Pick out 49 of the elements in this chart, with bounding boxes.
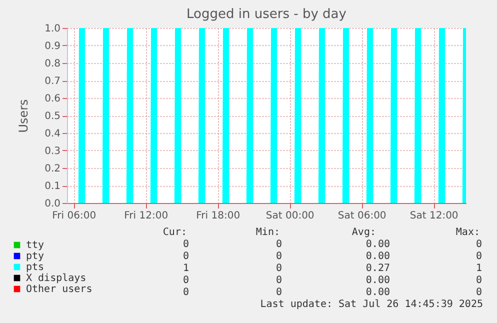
legend-label: X displays (26, 273, 86, 284)
y-tick-label: 1.0 (44, 24, 60, 34)
text: 0.00 (366, 251, 390, 262)
text: 0 (476, 239, 482, 250)
text: 0 (276, 263, 282, 274)
text: 0 (476, 251, 482, 262)
text: 0 (476, 275, 482, 286)
text: 0 (182, 275, 189, 286)
legend-label: Other users (26, 284, 92, 295)
text: 0 (182, 251, 189, 262)
y-tick-label: 0.1 (44, 181, 60, 192)
text: 0.00 (366, 287, 390, 298)
text: 0 (182, 287, 189, 298)
y-tick-label: 0.7 (44, 76, 60, 87)
legend-label: pty (26, 251, 44, 262)
x-tick-label: Fri 18:00 (196, 210, 240, 222)
text: 0 (276, 287, 282, 298)
legend-label: pts (26, 262, 44, 273)
y-tick-label: 0.9 (44, 41, 60, 52)
legend-label: tty (26, 240, 44, 251)
text: Last update: Sat Jul 26 14:45:39 2025 (260, 299, 483, 310)
y-tick-label: 0.5 (44, 111, 60, 122)
text: 0 (276, 251, 282, 262)
text: Cur: (162, 227, 187, 238)
text: Max: (456, 227, 480, 238)
text: Avg: (352, 227, 376, 238)
y-tick-label: 0.3 (44, 146, 60, 157)
text: 0 (182, 239, 189, 250)
y-axis-title: Users (16, 99, 31, 133)
y-tick-label: 0.6 (44, 94, 60, 104)
y-tick-label: 0.0 (44, 198, 60, 210)
text: 0 (476, 287, 482, 298)
text: 1 (476, 263, 482, 274)
x-tick-label: Sat 00:00 (266, 210, 314, 222)
text: 0 (276, 239, 282, 250)
y-tick-label: 0.2 (44, 164, 60, 174)
chart-title: Logged in users - by day (186, 7, 347, 22)
text: 0.00 (366, 239, 390, 250)
x-tick-label: Fri 12:00 (124, 210, 168, 222)
y-tick-label: 0.4 (44, 128, 60, 140)
x-tick-label: Fri 06:00 (52, 210, 96, 222)
text: 0.00 (366, 275, 390, 286)
y-tick-label: 0.8 (44, 58, 60, 70)
text: Min: (256, 227, 280, 238)
text: 0 (276, 275, 282, 286)
text: 1 (182, 263, 189, 274)
x-tick-label: Sat 06:00 (338, 210, 386, 222)
text: 0.27 (366, 263, 390, 274)
x-tick-label: Sat 12:00 (410, 210, 458, 222)
